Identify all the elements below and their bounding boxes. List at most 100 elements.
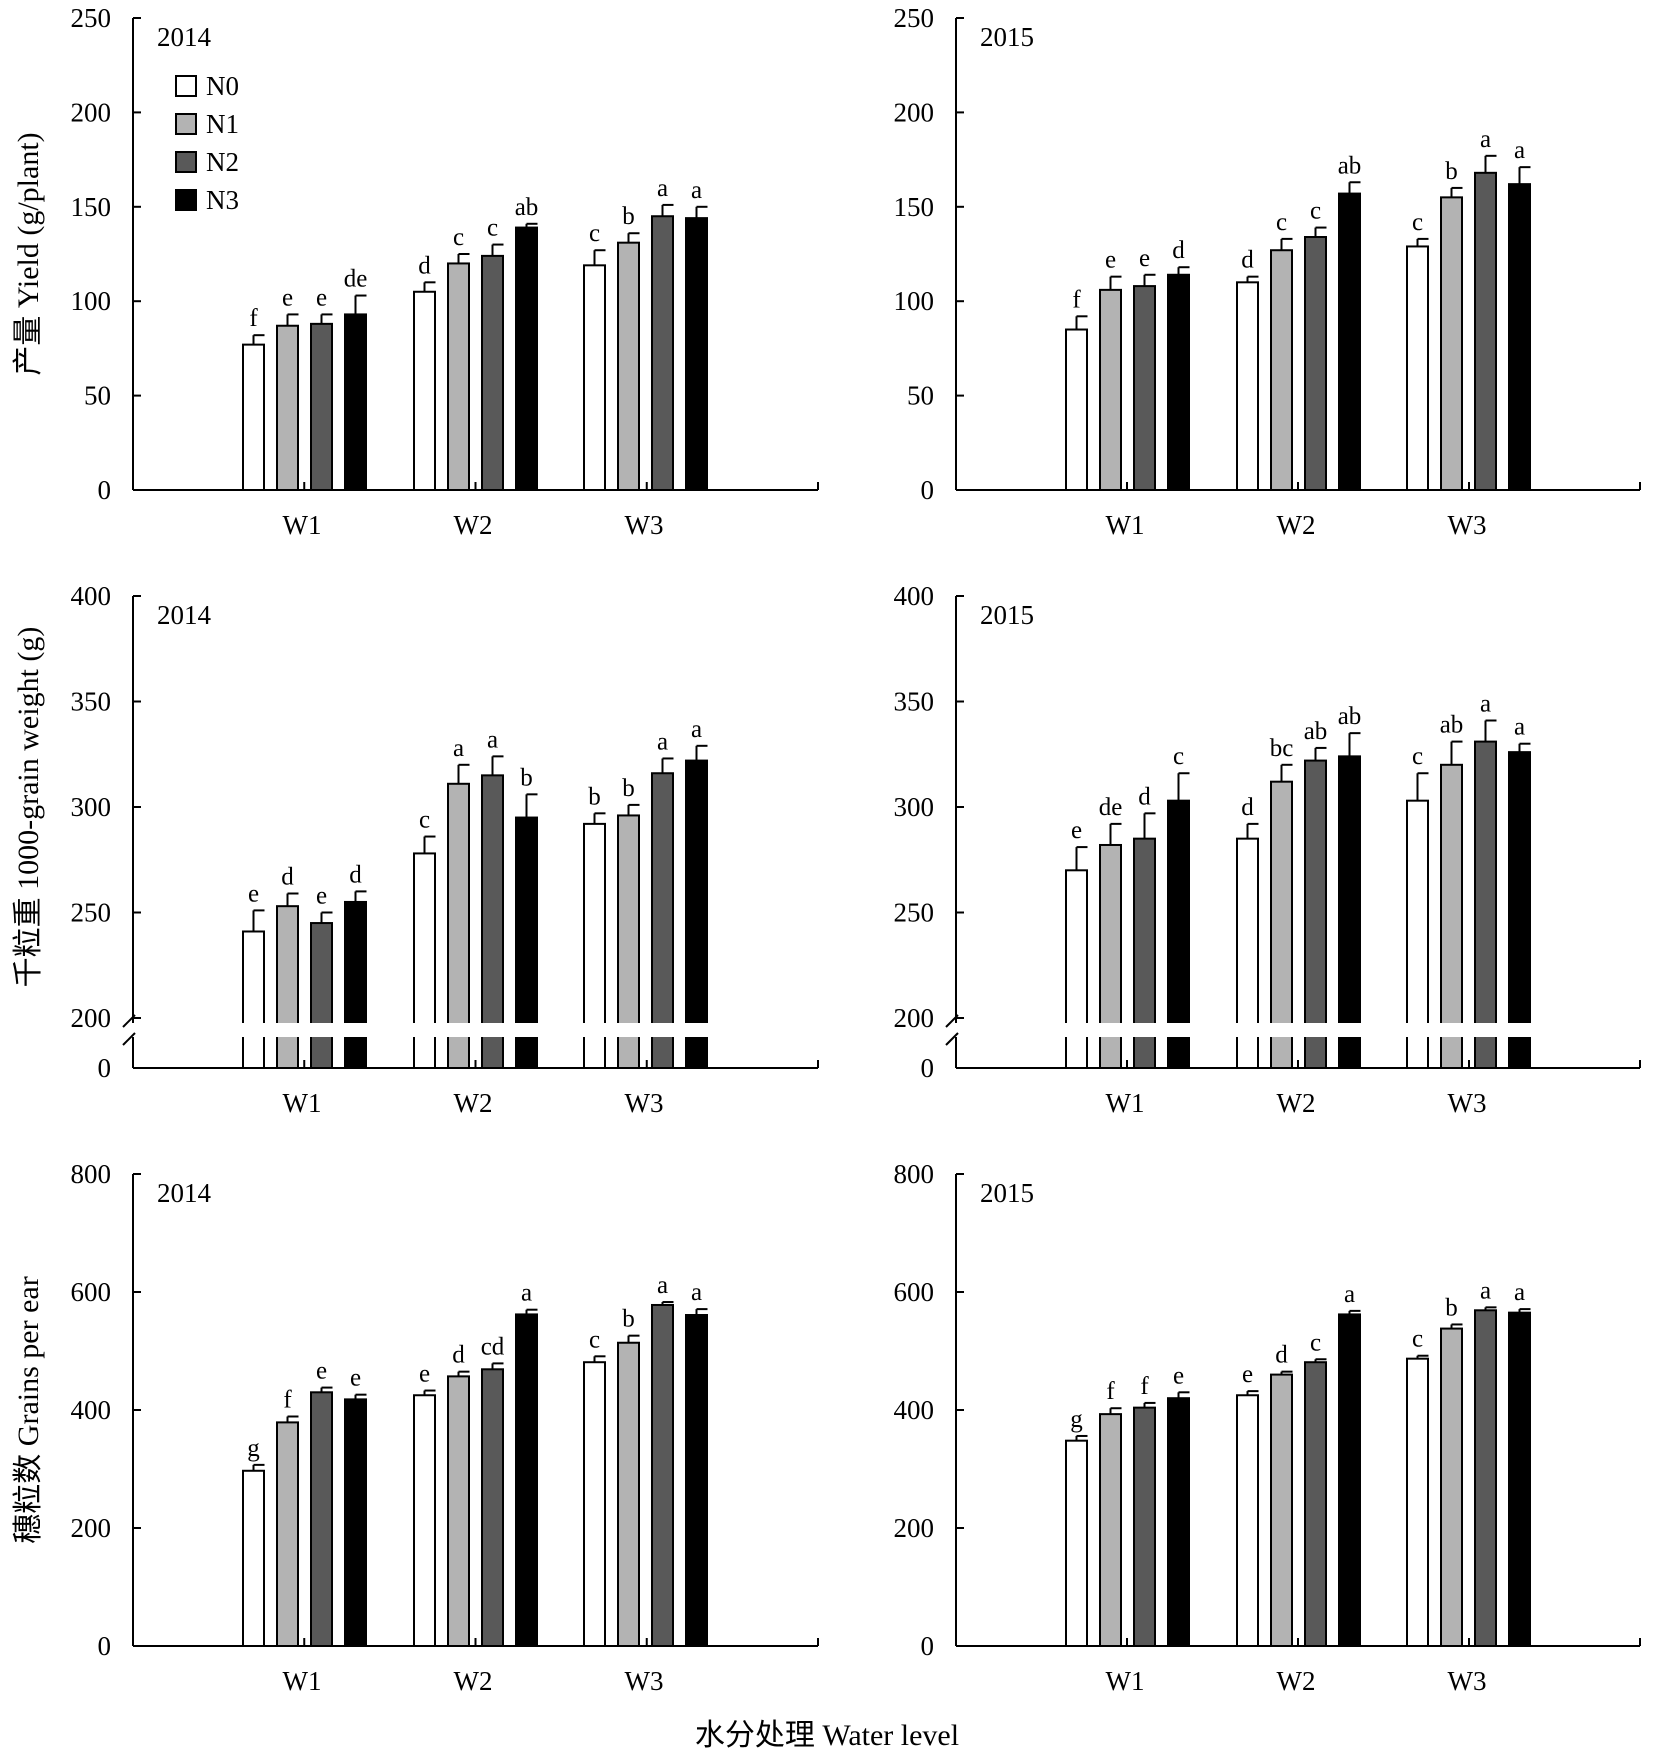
significance-letter: e <box>1173 1362 1184 1389</box>
significance-letter: de <box>344 266 368 293</box>
y-tick-label: 350 <box>71 687 112 717</box>
x-tick-label: W2 <box>454 510 493 540</box>
bar-N0-W1 <box>1065 869 1088 1069</box>
bar-N2-W1 <box>310 322 333 491</box>
significance-letter: de <box>1099 794 1123 821</box>
bar-N3-W3 <box>685 1314 708 1647</box>
y-tick-label: 0 <box>921 1053 935 1083</box>
x-tick-label: W3 <box>625 1666 664 1696</box>
significance-letter: d <box>349 861 362 888</box>
y-tick-label: 100 <box>894 286 935 316</box>
y-tick-label: 0 <box>98 1053 112 1083</box>
bar-N0-W1 <box>242 1469 265 1648</box>
x-tick-label: W3 <box>1448 510 1487 540</box>
y-tick-label: 100 <box>71 286 112 316</box>
significance-letter: e <box>1071 817 1082 844</box>
significance-letter: a <box>691 177 702 204</box>
significance-letter: a <box>1480 1277 1491 1304</box>
bar-N1-W2 <box>1270 1373 1293 1647</box>
y-tick-label: 300 <box>71 792 112 822</box>
panel-year-label: 2014 <box>157 1178 212 1208</box>
bar-N1-W1 <box>1099 288 1122 492</box>
significance-letter: d <box>1241 247 1254 274</box>
bar-N2-W3 <box>1474 740 1497 1070</box>
bar-N3-W3 <box>685 217 708 492</box>
x-tick-label: W1 <box>283 510 322 540</box>
y-tick-label: 150 <box>894 192 935 222</box>
significance-letter: e <box>316 883 327 910</box>
significance-letter: b <box>1445 1294 1458 1321</box>
bar-N0-W2 <box>1236 281 1259 491</box>
bar-N1-W3 <box>617 241 640 491</box>
bar-N3-W3 <box>685 759 708 1070</box>
panel-year-label: 2015 <box>980 1178 1034 1208</box>
bar-N3-W2 <box>515 226 538 491</box>
significance-letter: a <box>1514 714 1525 741</box>
y-tick-label: 400 <box>894 1395 935 1425</box>
bar-N0-W2 <box>1236 1394 1259 1647</box>
y-axis-title: 穗粒数 Grains per ear <box>12 1276 45 1543</box>
significance-letter: a <box>1514 137 1525 164</box>
significance-letter: e <box>248 880 259 907</box>
significance-letter: g <box>1070 1406 1083 1433</box>
y-tick-label: 150 <box>71 192 112 222</box>
y-tick-label: 0 <box>98 475 112 505</box>
legend-label-N3: N3 <box>206 185 239 215</box>
y-tick-label: 350 <box>894 687 935 717</box>
significance-letter: c <box>1412 1326 1423 1353</box>
y-tick-label: 50 <box>907 381 934 411</box>
legend-swatch-N0 <box>175 75 197 97</box>
bar-N3-W1 <box>1167 273 1190 491</box>
y-tick-label: 0 <box>921 1631 935 1661</box>
axis-break-mark <box>122 1032 136 1046</box>
significance-letter: e <box>1139 245 1150 272</box>
bar-N2-W3 <box>651 215 674 492</box>
y-tick-label: 400 <box>894 581 935 611</box>
bar-N1-W1 <box>276 905 299 1069</box>
bar-N2-W3 <box>651 1303 674 1647</box>
significance-letter: c <box>1310 1329 1321 1356</box>
significance-letter: c <box>589 1326 600 1353</box>
significance-letter: bc <box>1270 735 1294 762</box>
significance-letter: e <box>1105 247 1116 274</box>
y-axis-title: 产量 Yield (g/plant) <box>12 132 45 375</box>
significance-letter: e <box>1242 1361 1253 1388</box>
panel-year-label: 2015 <box>980 600 1034 630</box>
bar-N0-W1 <box>242 343 265 491</box>
bar-N0-W3 <box>1406 1357 1429 1648</box>
x-tick-label: W2 <box>1277 1666 1316 1696</box>
y-tick-label: 400 <box>71 581 112 611</box>
significance-letter: b <box>520 764 533 791</box>
significance-letter: c <box>1412 209 1423 236</box>
axis-break-mark <box>122 1014 136 1028</box>
bar-N3-W1 <box>344 900 367 1070</box>
panel-year-label: 2014 <box>157 600 212 630</box>
significance-letter: c <box>453 224 464 251</box>
y-tick-label: 250 <box>894 898 935 928</box>
bar-N3-W1 <box>344 313 367 491</box>
significance-letter: a <box>691 1279 702 1306</box>
significance-letter: a <box>453 735 464 762</box>
significance-letter: e <box>316 284 327 311</box>
significance-letter: b <box>622 203 635 230</box>
bar-N2-W2 <box>481 254 504 491</box>
significance-letter: a <box>657 1272 668 1299</box>
axis-break-mark <box>945 1014 959 1028</box>
y-tick-label: 200 <box>71 97 112 127</box>
significance-letter: a <box>657 728 668 755</box>
y-axis-titles: 产量 Yield (g/plant) 千粒重 1000-grain weight … <box>12 132 45 1543</box>
significance-letter: a <box>1480 690 1491 717</box>
significance-letter: b <box>1445 158 1458 185</box>
significance-letter: ab <box>515 194 539 221</box>
bar-N2-W3 <box>1474 1309 1497 1648</box>
x-tick-label: W3 <box>625 1088 664 1118</box>
significance-letter: a <box>1344 1281 1355 1308</box>
significance-letter: e <box>316 1358 327 1385</box>
bar-N2-W1 <box>1133 1406 1156 1648</box>
